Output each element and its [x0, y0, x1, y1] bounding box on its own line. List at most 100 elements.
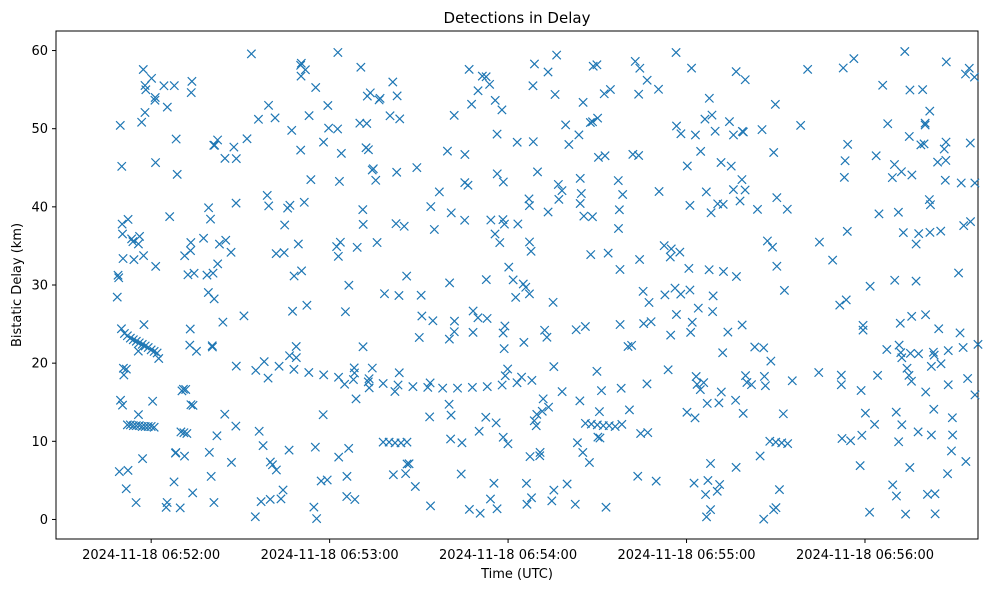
data-point [169, 477, 179, 487]
data-point [138, 64, 148, 75]
data-point [676, 289, 686, 299]
data-point [207, 342, 218, 352]
data-point [355, 118, 365, 128]
data-point [858, 325, 868, 335]
data-point [682, 161, 692, 171]
data-point [642, 379, 652, 389]
data-point [925, 227, 935, 237]
data-point [651, 476, 661, 486]
data-point [584, 457, 595, 468]
data-point [718, 348, 728, 358]
data-point [147, 396, 158, 406]
data-point [340, 307, 351, 317]
data-point [731, 67, 741, 77]
data-point [489, 478, 499, 488]
data-point [175, 503, 185, 513]
y-tick-label: 60 [31, 44, 48, 59]
data-point [358, 219, 368, 229]
data-point [716, 387, 726, 397]
y-tick-label: 10 [31, 435, 48, 450]
data-point [356, 62, 366, 72]
data-point [468, 327, 478, 337]
data-point [239, 311, 249, 321]
data-point [942, 469, 953, 479]
data-point [391, 219, 401, 229]
data-point [906, 376, 917, 386]
data-point [115, 120, 125, 131]
data-point [486, 215, 496, 225]
data-point [512, 137, 522, 147]
data-point [363, 145, 374, 155]
data-point [671, 121, 682, 131]
data-point [710, 126, 720, 136]
data-point [162, 102, 172, 112]
data-point [185, 324, 195, 334]
data-point [482, 313, 492, 324]
data-point [779, 285, 790, 296]
data-point [685, 285, 695, 295]
data-point [121, 484, 131, 494]
data-point [367, 363, 377, 373]
data-point [731, 271, 742, 282]
data-point [114, 466, 124, 477]
data-point [417, 311, 427, 321]
data-point [138, 251, 149, 261]
data-point [202, 270, 212, 280]
data-point [634, 89, 644, 99]
data-point [429, 224, 439, 235]
data-point [206, 471, 216, 482]
data-point [549, 361, 559, 372]
data-point [814, 237, 825, 247]
data-point [256, 496, 266, 507]
data-point [714, 398, 724, 408]
data-point [532, 409, 542, 420]
data-point [279, 248, 289, 258]
x-tick-label: 2024-11-18 06:54:00 [439, 548, 577, 563]
data-point [762, 236, 773, 246]
data-point [700, 114, 710, 124]
data-point [891, 491, 902, 501]
x-tick-label: 2024-11-18 06:52:00 [82, 548, 220, 563]
data-point [593, 432, 603, 442]
data-point [400, 468, 411, 479]
data-point [446, 410, 456, 420]
data-point [212, 135, 223, 145]
data-point [872, 370, 883, 380]
data-point [860, 408, 871, 418]
data-point [296, 60, 306, 70]
data-point [251, 365, 261, 376]
data-point [212, 431, 222, 441]
data-point [392, 91, 402, 101]
data-point [362, 118, 372, 129]
data-point [527, 375, 537, 385]
data-point [150, 92, 160, 103]
data-point [723, 327, 733, 337]
data-point [332, 124, 343, 134]
data-point [474, 426, 484, 436]
data-point [836, 370, 846, 380]
data-point [578, 97, 588, 108]
data-point [186, 400, 196, 410]
data-point [259, 356, 269, 367]
data-point [913, 349, 924, 359]
data-point [434, 187, 444, 197]
data-point [159, 81, 169, 91]
x-tick-label: 2024-11-18 06:55:00 [617, 548, 755, 563]
data-point [204, 447, 214, 457]
data-point [525, 451, 535, 462]
data-point [731, 462, 741, 473]
data-point [485, 494, 496, 504]
data-point [271, 248, 281, 259]
data-point [549, 485, 559, 495]
data-point [226, 457, 237, 468]
data-point [940, 175, 950, 185]
data-point [477, 71, 487, 81]
x-tick-label: 2024-11-18 06:56:00 [796, 548, 934, 563]
data-point [316, 476, 326, 486]
data-point [708, 291, 718, 301]
data-point [690, 130, 701, 140]
data-point [728, 185, 739, 195]
data-point [508, 275, 518, 285]
data-point [803, 64, 813, 75]
data-point [955, 328, 965, 338]
